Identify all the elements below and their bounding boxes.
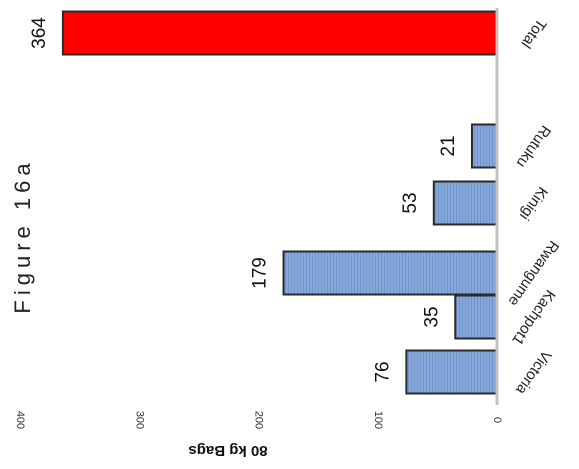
value-label-rutuku: 21 [438, 135, 459, 156]
chart-title: Figure 16a [10, 158, 35, 313]
bar-kachpot1 [454, 294, 499, 340]
bar-rutuku [470, 123, 498, 169]
category-label-kinigi: Kinigi [516, 183, 551, 223]
bar-victoria [405, 349, 498, 395]
value-label-total: 364 [29, 17, 50, 49]
category-label-rutuku: Rutuku [513, 122, 554, 171]
y-axis-title: 80 kg Bags [188, 442, 267, 459]
value-label-victoria: 76 [372, 361, 393, 382]
bar-rwangume [282, 250, 499, 296]
tick-label-300: 300 [133, 411, 145, 429]
bar-kinigi [432, 180, 498, 226]
category-label-victoria: Victoria [512, 347, 555, 398]
category-label-total: Total [517, 15, 549, 51]
tick-label-400: 400 [14, 411, 26, 429]
tick-label-0: 0 [491, 417, 503, 423]
value-label-kinigi: 53 [400, 192, 421, 213]
value-label-kachpot1: 35 [421, 306, 442, 327]
bars-layer [61, 10, 499, 395]
tick-label-200: 200 [253, 411, 265, 429]
bar-total [61, 10, 499, 56]
value-label-rwangume: 179 [250, 257, 271, 289]
tick-label-100: 100 [372, 411, 384, 429]
